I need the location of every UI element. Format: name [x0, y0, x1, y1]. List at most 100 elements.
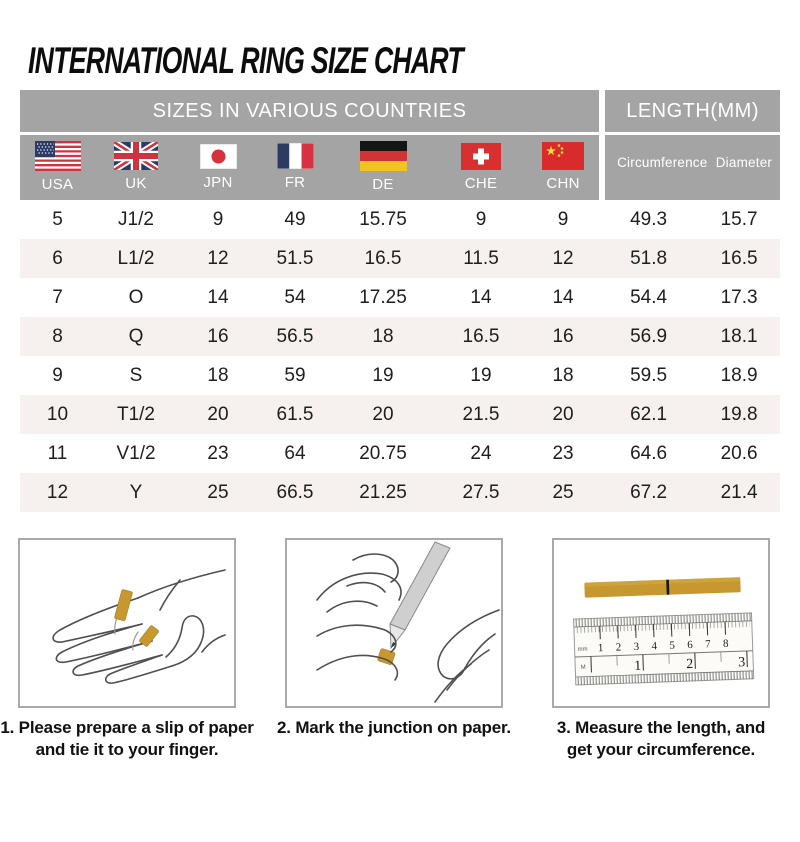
- size-cell: 19: [470, 364, 492, 386]
- svg-text:3: 3: [738, 655, 746, 670]
- size-cell: Q: [95, 317, 177, 356]
- svg-text:8: 8: [723, 638, 729, 650]
- instruction-caption-3: 3. Measure the length, and get your circ…: [556, 718, 766, 760]
- table-row: 5 J1/2 9 49 15.75 9 9 49.3 15.7: [20, 200, 780, 239]
- instruction-box-2: [285, 538, 503, 708]
- svg-text:1: 1: [598, 642, 604, 654]
- size-cell: 15.7: [720, 208, 758, 230]
- size-cell: 9: [212, 208, 224, 230]
- size-cell: 9: [557, 208, 569, 230]
- size-cell: 16.5: [435, 317, 527, 356]
- svg-text:2: 2: [616, 641, 622, 653]
- instruction-caption-2: 2. Mark the junction on paper.: [277, 718, 511, 737]
- mark-junction-illustration: [316, 541, 500, 703]
- instruction-step-1: 1. Please prepare a slip of paper and ti…: [0, 538, 254, 762]
- size-cell: 16.5: [331, 239, 435, 278]
- size-cell: 56.5: [259, 317, 331, 356]
- svg-text:2: 2: [686, 657, 694, 672]
- size-cell: J1/2: [118, 208, 154, 230]
- size-cell: 25: [177, 473, 259, 512]
- column-header-fr: FR: [259, 135, 331, 200]
- country-label: FR: [284, 174, 306, 191]
- france-flag-icon: [276, 143, 314, 169]
- size-cell: 51.5: [259, 239, 331, 278]
- size-cell: 23: [552, 442, 574, 464]
- china-flag-icon: [542, 142, 585, 170]
- germany-flag-icon: [359, 141, 407, 171]
- country-label: DE: [372, 176, 394, 193]
- size-cell: 18.1: [698, 317, 781, 356]
- size-cell: L1/2: [95, 239, 177, 278]
- circumference-column-label: Circumference: [617, 155, 708, 170]
- size-cell: 21.25: [331, 473, 435, 512]
- size-cell: 14: [470, 286, 492, 308]
- size-cell: 64: [284, 442, 306, 464]
- svg-text:7: 7: [705, 638, 711, 650]
- ring-size-table-body: 5 J1/2 9 49 15.75 9 9 49.3 15.7 6 L1/2 12 51.5 16.5 11…: [20, 200, 781, 512]
- page-title: INTERNATIONAL RING SIZE CHART: [28, 40, 464, 81]
- uk-flag-icon: [114, 142, 158, 170]
- column-header-jpn: JPN: [177, 135, 259, 200]
- size-cell: 49: [284, 208, 306, 230]
- ruler-inch-unit-label: M: [581, 665, 586, 671]
- size-cell: 54: [284, 286, 306, 308]
- country-label: UK: [125, 175, 147, 192]
- size-cell: 8: [20, 317, 95, 356]
- size-cell: 9: [52, 364, 63, 386]
- column-header-usa: USA: [20, 135, 95, 200]
- size-cell: S: [129, 364, 143, 386]
- size-cell: 10: [20, 395, 95, 434]
- size-cell: T1/2: [95, 395, 177, 434]
- svg-text:5: 5: [669, 640, 675, 652]
- instruction-box-1: [18, 538, 236, 708]
- size-cell: 19.8: [698, 395, 781, 434]
- svg-text:4: 4: [651, 640, 657, 652]
- size-cell: O: [128, 286, 144, 308]
- size-cell: 19: [372, 364, 394, 386]
- size-cell: 20: [331, 395, 435, 434]
- diameter-column-label: Diameter: [715, 155, 773, 170]
- country-label: JPN: [203, 173, 233, 191]
- size-cell: 14: [207, 286, 229, 308]
- length-group-header: LENGTH(MM): [599, 90, 781, 135]
- hand-with-paper-slip-illustration: [52, 569, 226, 684]
- length-columns-header: Circumference Diameter: [599, 135, 781, 200]
- size-cell: V1/2: [116, 442, 156, 464]
- size-cell: 20: [177, 395, 259, 434]
- size-cell: 7: [52, 286, 63, 308]
- svg-text:1: 1: [634, 659, 642, 674]
- ruler-inch-numbers: 1 2 3: [634, 655, 745, 674]
- size-cell: 20.6: [720, 442, 758, 464]
- column-header-chn: CHN: [527, 135, 600, 200]
- size-cell: 62.1: [599, 395, 699, 434]
- size-cell: 49.3: [630, 208, 668, 230]
- column-header-che: CHE: [435, 135, 527, 200]
- size-cell: 6: [20, 239, 95, 278]
- column-header-de: DE: [331, 135, 435, 200]
- size-cell: 51.8: [599, 239, 699, 278]
- size-cell: 18.9: [720, 364, 758, 386]
- svg-text:3: 3: [633, 641, 639, 653]
- size-cell: 5: [52, 208, 63, 230]
- size-cell: 54.4: [630, 286, 668, 308]
- size-cell: 12: [527, 239, 600, 278]
- size-cell: 11: [47, 442, 68, 464]
- table-row: 8 Q 16 56.5 18 16.5 16 56.9 18.1: [20, 317, 781, 356]
- table-row: 10 T1/2 20 61.5 20 21.5 20 62.1 19.8: [20, 395, 781, 434]
- country-label: CHN: [546, 175, 580, 192]
- size-cell: 12: [20, 473, 95, 512]
- size-cell: 20.75: [359, 442, 407, 464]
- size-cell: Y: [95, 473, 177, 512]
- size-cell: 18: [331, 317, 435, 356]
- table-row: 11 V1/2 23 64 20.75 24 23 64.6 20.6: [20, 434, 780, 473]
- size-cell: 11.5: [435, 239, 527, 278]
- table-row: 9 S 18 59 19 19 18 59.5 18.9: [20, 356, 780, 395]
- size-cell: 18: [207, 364, 229, 386]
- size-cell: 24: [470, 442, 492, 464]
- ruler-mm-unit-label: mm: [578, 647, 588, 653]
- size-cell: 16: [527, 317, 600, 356]
- size-cell: 59.5: [630, 364, 668, 386]
